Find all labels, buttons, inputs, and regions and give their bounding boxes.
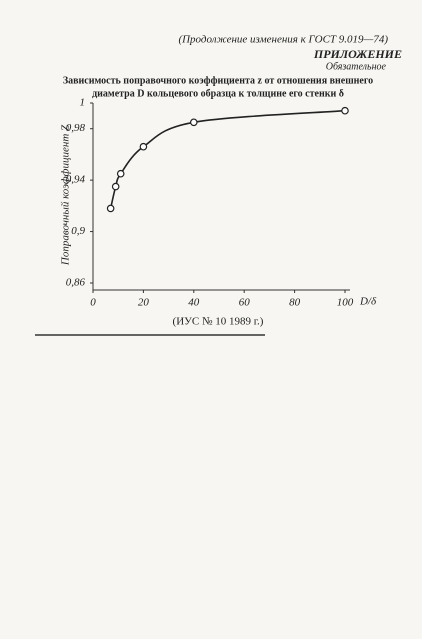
x-axis-label: D/δ: [359, 296, 377, 308]
x-tick-label: 40: [188, 297, 200, 309]
y-tick-label: 0,94: [66, 174, 86, 186]
y-tick-label: 0,86: [66, 277, 86, 289]
header-subtitle: Обязательное: [326, 61, 387, 72]
x-tick-label: 60: [239, 297, 251, 309]
chart-title: Зависимость поправочного коэффициента z …: [63, 75, 373, 86]
point: [106, 204, 115, 213]
point: [190, 118, 198, 127]
point: [111, 182, 120, 191]
point: [341, 106, 349, 115]
x-tick-label: 0: [90, 297, 96, 309]
x-tick-label: 100: [337, 297, 354, 309]
point: [139, 142, 148, 151]
footer: (ИУС № 10 1989 г.): [173, 316, 264, 328]
curve: [109, 109, 346, 209]
x-tick-label: 20: [138, 297, 150, 309]
y-tick-label: 1: [80, 97, 86, 109]
x-tick-label: 80: [289, 297, 301, 309]
y-tick-label: 0,9: [71, 225, 85, 237]
y-axis-label: Поправочный коэффициент Z: [60, 124, 72, 266]
point: [116, 169, 125, 178]
y-tick-label: 0,98: [66, 122, 86, 134]
header-title: ПРИЛОЖЕНИЕ: [313, 47, 402, 61]
chart-title: диаметра D кольцевого образца к толщине …: [92, 88, 344, 99]
header-note: (Продолжение изменения к ГОСТ 9.019—74): [178, 34, 388, 46]
